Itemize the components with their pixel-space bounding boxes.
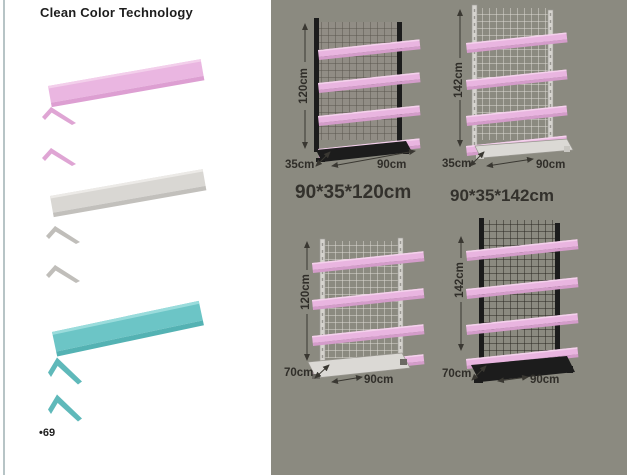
shelf-components-graphic	[42, 59, 207, 422]
height-dimension-label: 120cm	[300, 274, 312, 310]
depth-dimension-label: 35cm	[285, 159, 314, 171]
height-dimension-label: 120cm	[298, 68, 310, 104]
width-dimension-line	[331, 149, 416, 168]
width-dimension-line	[486, 156, 534, 169]
width-dimension-line	[497, 374, 529, 384]
shelf-unit-90x70x142: 142cm	[440, 210, 627, 475]
left-edge-rule	[3, 0, 5, 475]
page-number: •69	[39, 427, 56, 439]
shelf	[312, 251, 425, 273]
shelf	[318, 39, 421, 60]
depth-dimension-label: 70cm	[442, 368, 471, 380]
depth-dimension-line	[315, 151, 331, 167]
teal-shelf-board	[52, 300, 204, 357]
gray-bracket	[46, 265, 80, 283]
frame-post-left	[471, 4, 478, 151]
pink-bracket	[42, 107, 76, 125]
pink-bracket	[42, 148, 76, 166]
shelf	[466, 69, 568, 90]
shelf-unit-90x35x120: 120cm	[272, 0, 450, 210]
teal-bracket	[48, 357, 82, 385]
width-dimension-label: 90cm	[364, 374, 393, 386]
depth-dimension-line	[314, 364, 330, 379]
height-dimension-label: 142cm	[454, 262, 466, 298]
depth-dimension-line	[469, 151, 485, 167]
shelf	[312, 288, 425, 310]
teal-bracket	[48, 394, 82, 422]
depth-dimension-label: 35cm	[442, 158, 471, 170]
shelf-unit-90x70x120: 120cm	[272, 210, 450, 475]
width-dimension-label: 90cm	[536, 159, 565, 171]
shelf	[466, 32, 568, 53]
frame-post-left	[314, 18, 319, 152]
shelf	[465, 239, 579, 261]
height-dimension-label: 142cm	[453, 62, 465, 98]
page-title: Clean Color Technology	[40, 5, 193, 20]
left-panel: Clean Color Technology	[0, 0, 271, 475]
shelf	[465, 277, 579, 299]
shelf	[318, 72, 421, 93]
width-dimension-label: 90cm	[530, 374, 559, 386]
width-dimension-label: 90cm	[377, 159, 406, 171]
shelf	[465, 313, 579, 335]
pink-shelf-board	[48, 59, 205, 108]
frame-post-right	[555, 223, 560, 362]
depth-dimension-label: 70cm	[284, 367, 313, 379]
shelf	[466, 105, 568, 126]
gray-bracket	[46, 226, 80, 244]
unit-caption: 90*35*120cm	[295, 182, 412, 203]
width-dimension-line	[331, 375, 363, 384]
shelf	[312, 324, 425, 346]
product-grid: 120cm	[271, 0, 627, 475]
unit-caption: 90*35*142cm	[450, 186, 554, 205]
depth-dimension-line	[471, 365, 487, 381]
base-foot	[474, 138, 574, 159]
shelf-unit-90x35x142: 142cm	[440, 0, 627, 210]
shelf	[318, 105, 421, 126]
gray-shelf-board	[50, 169, 207, 218]
